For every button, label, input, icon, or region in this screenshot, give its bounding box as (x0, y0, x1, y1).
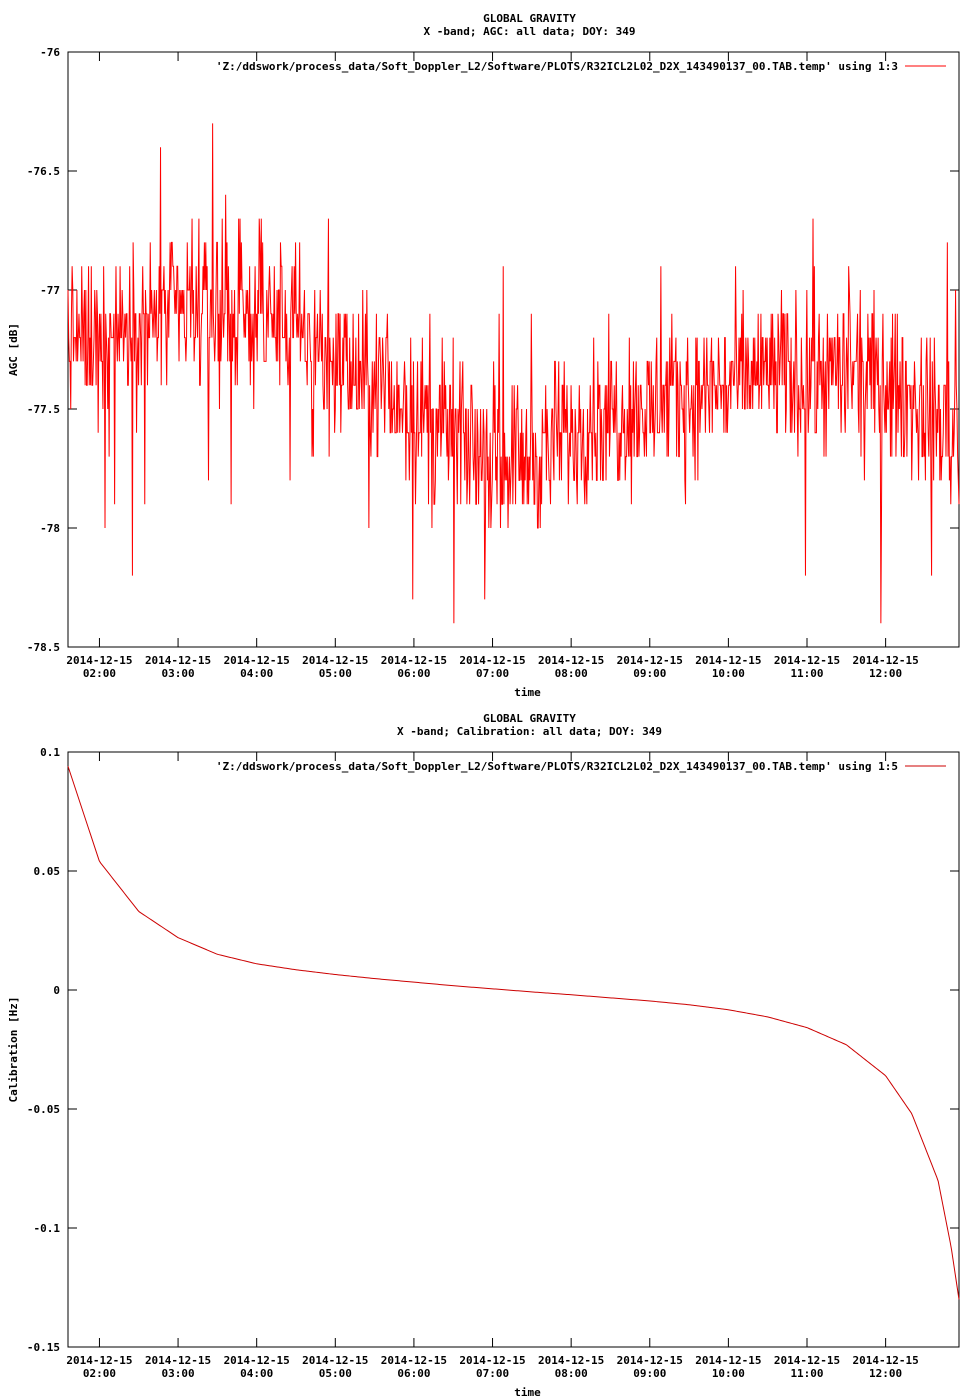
legend-label: 'Z:/ddswork/process_data/Soft_Doppler_L2… (216, 60, 898, 73)
x-tick-date: 2014-12-15 (381, 654, 447, 667)
y-tick-label: -0.1 (34, 1222, 61, 1235)
x-tick-time: 08:00 (555, 667, 588, 680)
x-tick-time: 02:00 (83, 667, 116, 680)
x-tick-time: 09:00 (633, 1367, 666, 1380)
y-tick-label: -77.5 (27, 403, 60, 416)
plot-border (67, 751, 960, 1348)
x-tick-time: 10:00 (712, 667, 745, 680)
x-tick-time: 12:00 (869, 667, 902, 680)
x-tick-date: 2014-12-15 (459, 1354, 525, 1367)
y-tick-label: -78.5 (27, 641, 60, 654)
x-tick-date: 2014-12-15 (66, 1354, 132, 1367)
x-tick-time: 08:00 (555, 1367, 588, 1380)
y-tick-label: -0.15 (27, 1341, 60, 1354)
x-tick-date: 2014-12-15 (459, 654, 525, 667)
y-tick-label: -76.5 (27, 165, 60, 178)
x-tick-time: 07:00 (476, 1367, 509, 1380)
y-tick-label: -77 (40, 284, 60, 297)
x-tick-date: 2014-12-15 (774, 1354, 840, 1367)
legend-label: 'Z:/ddswork/process_data/Soft_Doppler_L2… (216, 760, 898, 773)
x-tick-time: 05:00 (319, 667, 352, 680)
x-tick-time: 03:00 (162, 1367, 195, 1380)
x-tick-date: 2014-12-15 (538, 1354, 604, 1367)
y-axis-label: Calibration [Hz] (7, 997, 20, 1103)
series-line (67, 766, 960, 1300)
x-tick-date: 2014-12-15 (381, 1354, 447, 1367)
chart-title: GLOBAL GRAVITY (483, 12, 576, 25)
x-tick-date: 2014-12-15 (66, 654, 132, 667)
x-tick-date: 2014-12-15 (538, 654, 604, 667)
x-tick-date: 2014-12-15 (302, 1354, 368, 1367)
x-tick-date: 2014-12-15 (224, 654, 290, 667)
y-tick-label: 0.05 (34, 865, 61, 878)
y-tick-label: -0.05 (27, 1103, 60, 1116)
x-tick-time: 11:00 (790, 667, 823, 680)
x-tick-date: 2014-12-15 (617, 654, 683, 667)
x-tick-date: 2014-12-15 (617, 1354, 683, 1367)
x-tick-date: 2014-12-15 (302, 654, 368, 667)
x-tick-date: 2014-12-15 (853, 654, 919, 667)
y-tick-label: -76 (40, 46, 60, 59)
x-tick-time: 02:00 (83, 1367, 116, 1380)
x-tick-date: 2014-12-15 (853, 1354, 919, 1367)
x-tick-date: 2014-12-15 (145, 654, 211, 667)
x-tick-time: 06:00 (397, 1367, 430, 1380)
x-tick-time: 04:00 (240, 1367, 273, 1380)
x-axis-label: time (514, 1386, 541, 1399)
plot-border (67, 51, 960, 648)
x-tick-date: 2014-12-15 (774, 654, 840, 667)
series-line (67, 123, 960, 624)
y-tick-label: 0.1 (40, 746, 60, 759)
x-tick-time: 04:00 (240, 667, 273, 680)
x-tick-date: 2014-12-15 (145, 1354, 211, 1367)
x-axis-label: time (514, 686, 541, 699)
x-tick-time: 11:00 (790, 1367, 823, 1380)
x-tick-date: 2014-12-15 (224, 1354, 290, 1367)
x-tick-time: 09:00 (633, 667, 666, 680)
x-tick-time: 05:00 (319, 1367, 352, 1380)
y-tick-label: 0 (53, 984, 60, 997)
chart-subtitle: X -band; Calibration: all data; DOY: 349 (397, 725, 662, 738)
x-tick-time: 07:00 (476, 667, 509, 680)
y-tick-label: -78 (40, 522, 60, 535)
x-tick-time: 06:00 (397, 667, 430, 680)
x-tick-date: 2014-12-15 (695, 1354, 761, 1367)
chart-title: GLOBAL GRAVITY (483, 712, 576, 725)
chart-subtitle: X -band; AGC: all data; DOY: 349 (424, 25, 636, 38)
y-axis-label: AGC [dB] (7, 323, 20, 376)
x-tick-time: 03:00 (162, 667, 195, 680)
x-tick-time: 10:00 (712, 1367, 745, 1380)
x-tick-date: 2014-12-15 (695, 654, 761, 667)
x-tick-time: 12:00 (869, 1367, 902, 1380)
